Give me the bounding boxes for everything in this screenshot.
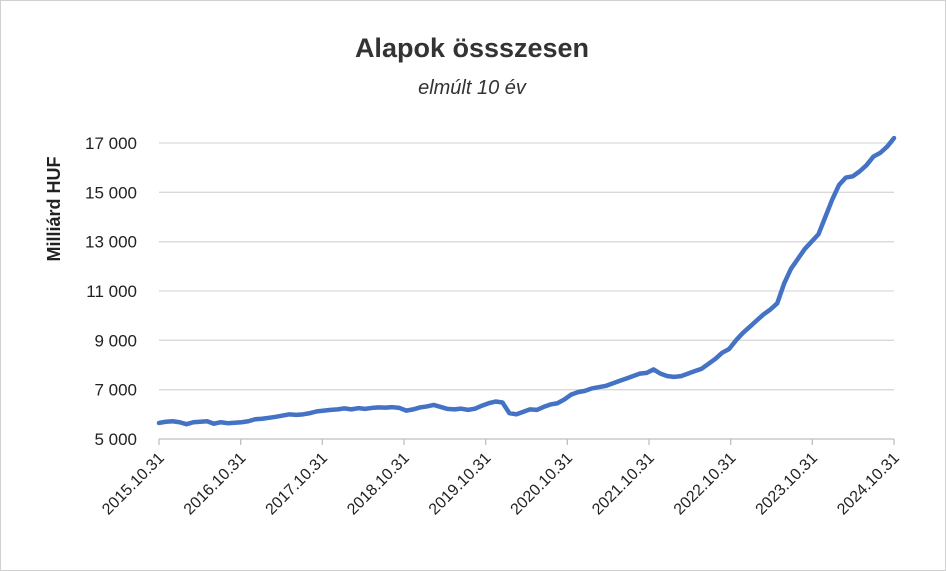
series-line — [156, 135, 897, 427]
series-layer — [156, 135, 897, 427]
y-tick-label: 13 000 — [85, 233, 137, 252]
y-tick-label: 5 000 — [94, 430, 137, 449]
x-tick-label: 2023.10.31 — [753, 450, 822, 519]
y-tick-labels: 5 000 7 000 9 000 11 000 13 000 15 000 17 000 — [85, 134, 137, 449]
x-tick-label: 2020.10.31 — [508, 450, 577, 519]
x-tick-label: 2015.10.31 — [99, 450, 168, 519]
x-tick-label: 2018.10.31 — [344, 450, 413, 519]
chart-title: Alapok össszesen — [355, 33, 589, 63]
x-tick-label: 2021.10.31 — [589, 450, 658, 519]
y-tick-label: 7 000 — [94, 381, 137, 400]
y-axis-label: Milliárd HUF — [44, 156, 64, 261]
x-tick-labels: 2015.10.31 2016.10.31 2017.10.31 2018.10.31… — [99, 450, 903, 519]
x-tick-label: 2024.10.31 — [834, 450, 903, 519]
x-tick-label: 2017.10.31 — [263, 450, 332, 519]
gridlines — [158, 142, 895, 445]
y-tick-label: 15 000 — [85, 183, 137, 202]
y-tick-label: 17 000 — [85, 134, 137, 153]
x-tick-label: 2019.10.31 — [426, 450, 495, 519]
y-tick-label: 11 000 — [86, 282, 137, 301]
chart-subtitle: elmúlt 10 év — [418, 77, 527, 99]
x-tick-label: 2016.10.31 — [181, 450, 250, 519]
y-tick-label: 9 000 — [94, 331, 137, 350]
x-tick-label: 2022.10.31 — [671, 450, 740, 519]
